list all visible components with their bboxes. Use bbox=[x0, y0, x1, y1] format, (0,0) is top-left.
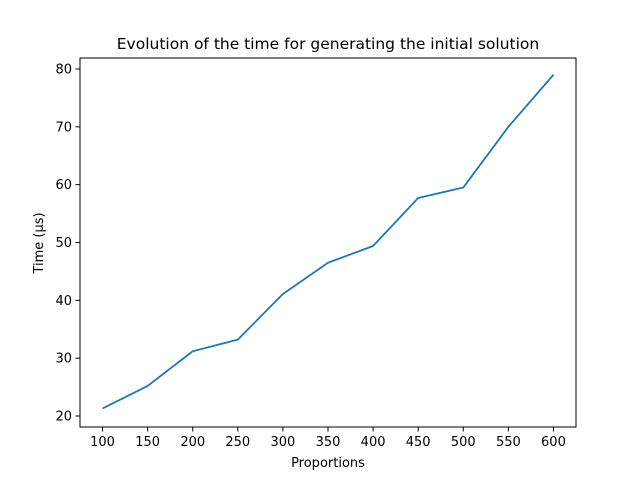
y-tick-label: 70 bbox=[55, 120, 72, 135]
x-tick-label: 500 bbox=[451, 435, 476, 450]
x-tick-label: 350 bbox=[316, 435, 341, 450]
x-tick-label: 300 bbox=[270, 435, 295, 450]
y-tick-label: 40 bbox=[55, 294, 72, 309]
x-tick-label: 550 bbox=[496, 435, 521, 450]
y-tick-label: 20 bbox=[55, 410, 72, 425]
y-axis-label: Time (µs) bbox=[32, 212, 47, 274]
y-tick-label: 30 bbox=[55, 352, 72, 367]
x-tick-label: 400 bbox=[361, 435, 386, 450]
x-axis-ticks: 100 150 200 250 300 350 400 450 500 550 600 bbox=[90, 427, 566, 450]
x-tick-label: 100 bbox=[90, 435, 115, 450]
y-tick-label: 60 bbox=[55, 178, 72, 193]
y-axis-ticks: 20 30 40 50 60 70 80 bbox=[55, 62, 80, 425]
series-line bbox=[102, 74, 555, 410]
x-axis-label: Proportions bbox=[291, 456, 365, 471]
x-tick-label: 450 bbox=[406, 435, 431, 450]
plot-area-frame bbox=[79, 57, 577, 428]
x-tick-label: 250 bbox=[225, 435, 250, 450]
y-tick-label: 50 bbox=[55, 236, 72, 251]
x-tick-label: 200 bbox=[180, 435, 205, 450]
chart-title: Evolution of the time for generating the… bbox=[117, 35, 540, 53]
x-tick-label: 600 bbox=[541, 435, 566, 450]
x-tick-label: 150 bbox=[135, 435, 160, 450]
y-tick-label: 80 bbox=[55, 62, 72, 77]
